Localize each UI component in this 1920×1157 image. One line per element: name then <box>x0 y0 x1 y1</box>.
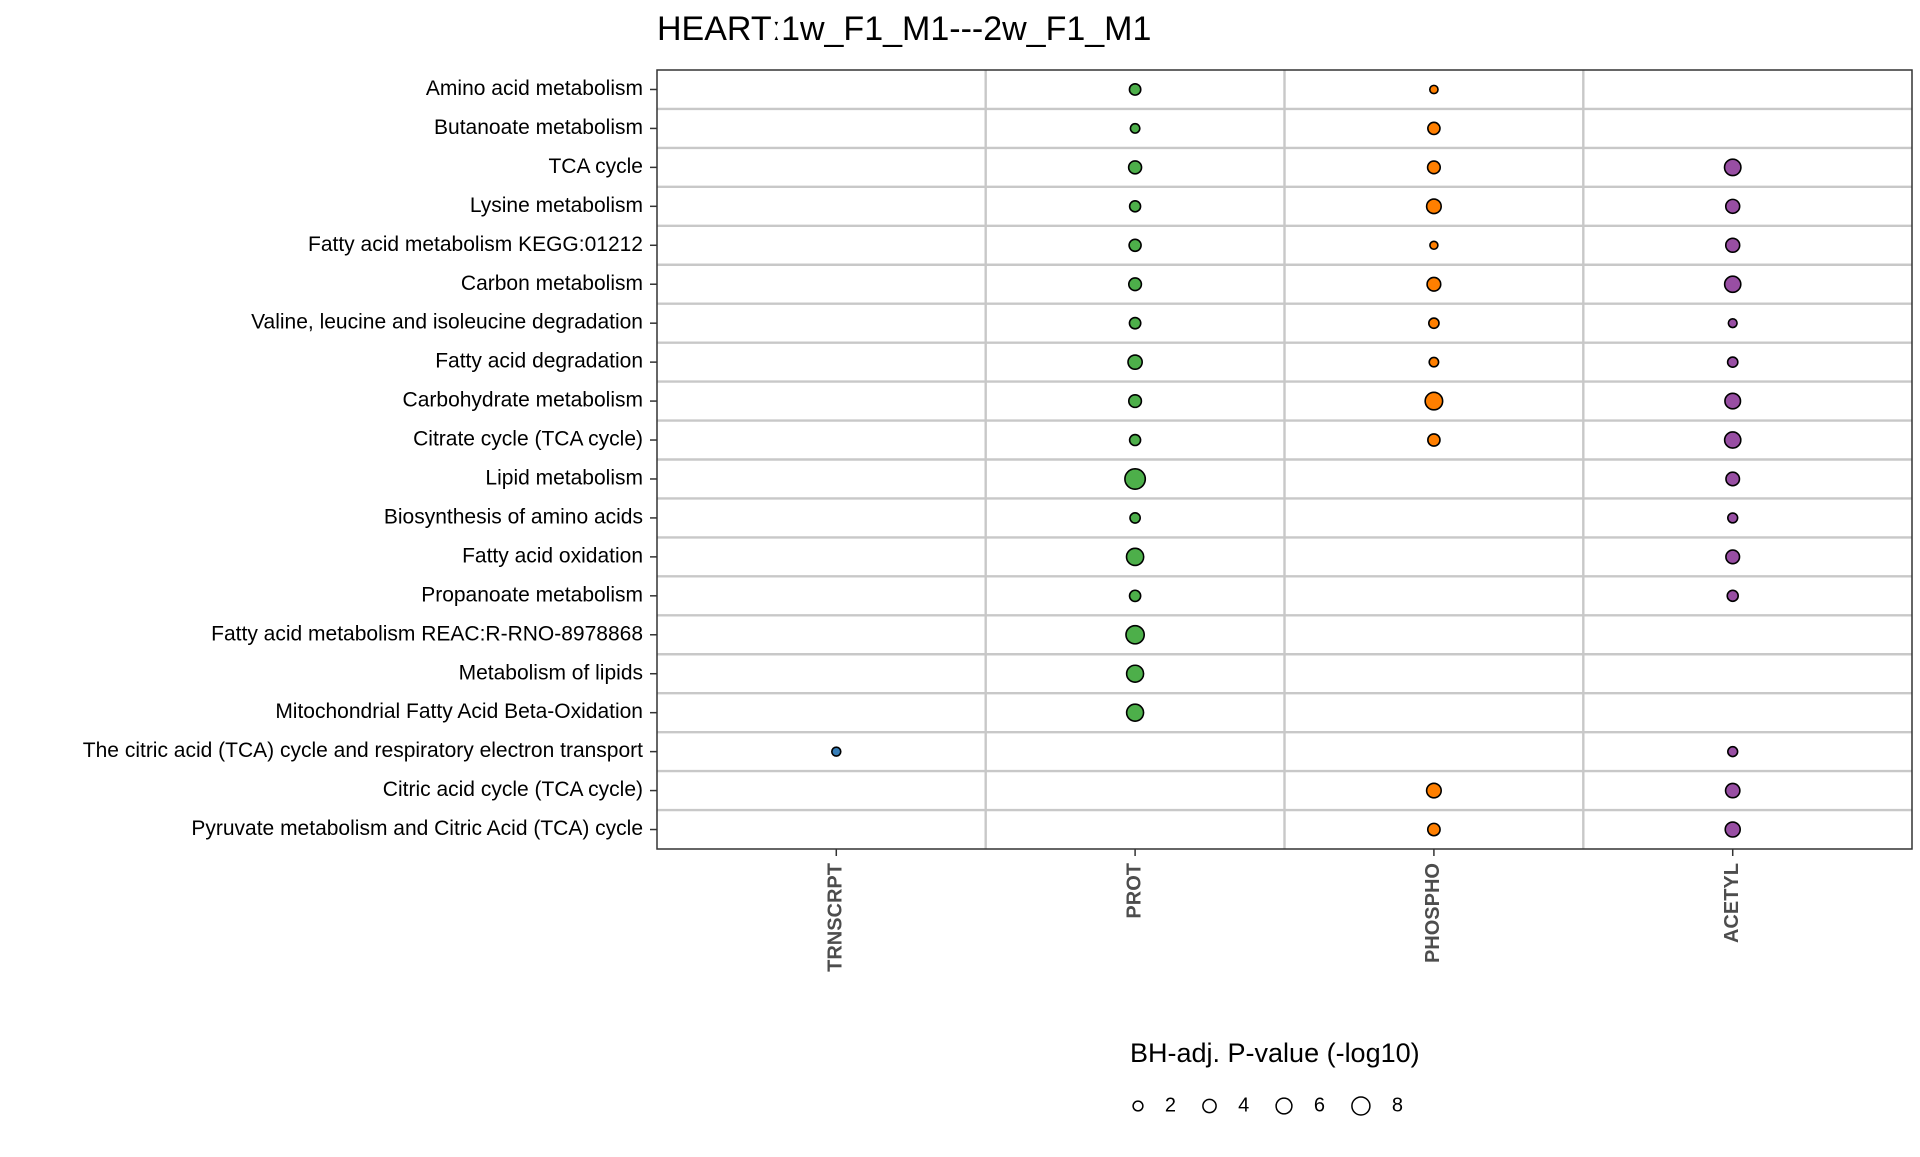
data-point <box>1726 356 1739 369</box>
data-point <box>1128 83 1142 96</box>
y-tick-label: Citrate cycle (TCA cycle) <box>413 428 643 451</box>
data-point <box>1727 745 1739 758</box>
legend-items: 2 4 6 8 <box>1132 1094 1403 1116</box>
data-point <box>1426 822 1441 837</box>
data-point <box>1127 277 1143 292</box>
y-tick-label: TCA cycle <box>548 155 643 178</box>
data-point <box>1424 391 1444 411</box>
data-point <box>1726 589 1739 603</box>
size-legend: BH-adj. P-value (-log10) 2 4 6 8 <box>1130 1038 1420 1116</box>
y-tick-label: Lysine metabolism <box>470 194 643 217</box>
y-tick-label: Carbon metabolism <box>461 272 643 295</box>
data-point <box>1428 317 1440 330</box>
y-tick-label: Carbohydrate metabolism <box>403 389 643 412</box>
data-point <box>1428 84 1439 95</box>
data-point <box>1723 275 1742 294</box>
legend-key-label: 4 <box>1238 1094 1249 1116</box>
x-tick-label: PROT <box>1123 863 1145 919</box>
y-tick-label: Butanoate metabolism <box>434 116 643 139</box>
data-point <box>1127 160 1143 175</box>
data-point <box>831 746 842 757</box>
y-tick-label: Mitochondrial Fatty Acid Beta-Oxidation <box>275 700 643 723</box>
data-point <box>1426 276 1442 292</box>
x-tick-label: ACETYL <box>1721 863 1743 943</box>
data-point <box>1425 782 1442 799</box>
data-point <box>1724 198 1741 215</box>
data-point <box>1724 237 1741 254</box>
data-point <box>1724 782 1741 799</box>
data-point <box>1125 664 1145 683</box>
y-tick-label: Fatty acid degradation <box>435 350 643 373</box>
x-tick-label: TRNSCRPT <box>825 863 847 972</box>
y-axis-labels: Amino acid metabolism Butanoate metabolis… <box>83 77 657 840</box>
data-point <box>1125 703 1145 722</box>
grid-layer <box>657 70 1912 849</box>
data-point <box>1724 392 1742 410</box>
legend-key-label: 2 <box>1165 1094 1176 1116</box>
legend-key-label: 8 <box>1392 1094 1403 1116</box>
y-tick-label: The citric acid (TCA) cycle and respirat… <box>83 739 643 762</box>
y-tick-label: Amino acid metabolism <box>426 77 643 100</box>
data-point <box>1724 821 1741 838</box>
data-point <box>1723 431 1742 449</box>
data-point <box>1127 354 1143 371</box>
legend-key-circle <box>1275 1097 1293 1115</box>
data-point <box>1428 356 1440 368</box>
data-point <box>1128 200 1142 213</box>
data-point <box>1427 121 1441 136</box>
x-axis-labels: TRNSCRPT PROT PHOSPHO ACETYL <box>825 849 1743 972</box>
y-tick-label: Fatty acid metabolism REAC:R-RNO-8978868 <box>211 622 643 645</box>
data-point <box>1124 467 1147 490</box>
x-tick-label: PHOSPHO <box>1422 863 1444 963</box>
y-tick-label: Fatty acid oxidation <box>462 544 643 567</box>
chart-title: HEARTː1w_F1_M1---2w_F1_M1 <box>657 10 1151 48</box>
y-tick-label: Valine, leucine and isoleucine degradati… <box>251 311 643 334</box>
legend-key-circle <box>1351 1096 1371 1116</box>
data-point <box>1429 240 1439 251</box>
y-tick-label: Propanoate metabolism <box>421 583 643 606</box>
data-point <box>1129 512 1141 524</box>
data-point <box>1425 198 1442 215</box>
y-tick-label: Pyruvate metabolism and Citric Acid (TCA… <box>191 817 643 840</box>
y-tick-label: Biosynthesis of amino acids <box>384 505 643 528</box>
y-tick-label: Fatty acid metabolism KEGG:01212 <box>308 233 643 256</box>
data-point <box>1128 238 1142 253</box>
data-point <box>1725 549 1741 565</box>
plot-panel-border <box>656 69 1913 850</box>
data-point <box>1129 122 1141 134</box>
y-tick-label: Citric acid cycle (TCA cycle) <box>383 778 643 801</box>
y-tick-label: Metabolism of lipids <box>459 661 643 684</box>
legend-key-circle <box>1202 1098 1217 1114</box>
data-point <box>1727 318 1738 329</box>
data-point <box>1426 160 1442 175</box>
data-point <box>1128 433 1142 447</box>
data-point <box>1125 547 1145 567</box>
data-point <box>1727 512 1739 524</box>
data-point <box>1723 158 1742 177</box>
y-tick-label: Lipid metabolism <box>485 467 643 490</box>
data-point <box>1127 393 1143 409</box>
data-point <box>1427 433 1441 447</box>
data-point <box>1128 589 1142 603</box>
data-point <box>1128 316 1142 330</box>
legend-key-circle <box>1132 1100 1144 1112</box>
legend-key-label: 6 <box>1314 1094 1325 1116</box>
points-layer <box>831 83 1742 838</box>
data-point <box>1125 624 1145 645</box>
legend-title: BH-adj. P-value (-log10) <box>1130 1038 1420 1068</box>
data-point <box>1725 471 1741 487</box>
